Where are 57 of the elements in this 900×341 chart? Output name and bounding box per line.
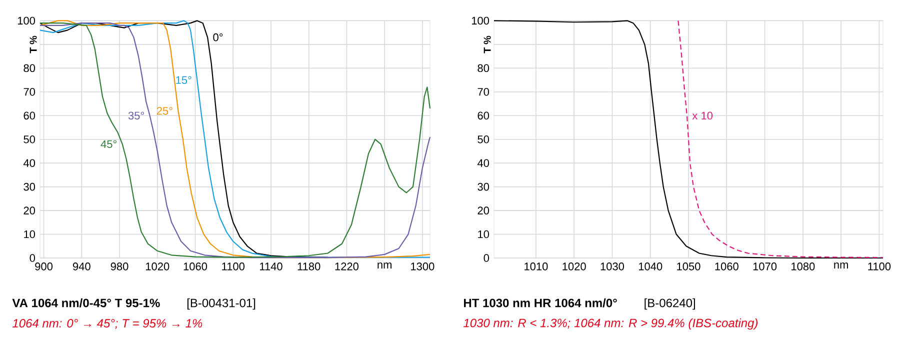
x-tick-label: 1080 (792, 262, 815, 270)
text: [B-06240] (644, 298, 695, 310)
x-tick-label: 1180 (298, 262, 320, 270)
series-label: x 10 (692, 112, 713, 120)
x-tick-label: 900 (35, 262, 53, 270)
y-tick-label: 20 (478, 206, 490, 214)
y-tick-label: 60 (478, 112, 490, 120)
x-tick-label: 1100 (868, 262, 891, 270)
x-tick-label: 1060 (184, 262, 208, 270)
y-tick-label: 70 (478, 88, 490, 96)
x-tick-label: nm (834, 262, 848, 268)
x-tick-label: 1020 (562, 262, 586, 270)
x-tick-label: 1030 (600, 262, 624, 270)
y-tick-label: 40 (23, 159, 36, 167)
x-tick-label: 1070 (753, 262, 777, 270)
x-tick-label: 1060 (715, 262, 738, 270)
y-tick-label: 0 (30, 254, 36, 262)
y-tick-label: 0 (484, 254, 490, 262)
y-tick-label: 100 (472, 16, 490, 25)
text: 1030 nm: R < 1.3%; 1064 nm: R > 99.4% (IBS-coating) (464, 318, 758, 330)
line-series (493, 20, 884, 259)
y-tick-label: 60 (24, 112, 36, 120)
line-series (678, 20, 884, 258)
text: VA 1064 nm/0-45° T 95-1% (12, 298, 160, 308)
text: [B-00431-01] (187, 298, 256, 310)
y-axis-title: T % (30, 36, 37, 54)
x-tick-label: 1220 (335, 262, 358, 270)
x-tick-label: 1010 (524, 262, 548, 270)
x-tick-label: 1140 (260, 262, 282, 270)
y-tick-label: 30 (24, 182, 36, 191)
series-label: 25° (156, 106, 172, 115)
y-tick-label: 80 (478, 64, 490, 72)
x-tick-label: 1300 (411, 262, 434, 270)
text: 1064 nm: 0° → 45°; T = 95% → 1% (12, 319, 202, 329)
x-tick-label: 1050 (677, 262, 700, 270)
y-tick-label: 50 (24, 135, 36, 144)
series-label: 0° (213, 33, 223, 42)
series-label: 35° (128, 112, 144, 120)
x-tick-label: 980 (110, 262, 128, 270)
y-tick-label: 40 (477, 159, 490, 167)
y-tick-label: 10 (24, 230, 36, 238)
x-tick-label: 1040 (638, 262, 662, 270)
x-tick-label: 1020 (146, 262, 170, 270)
series-label: 15° (176, 76, 192, 84)
y-tick-label: 50 (478, 135, 490, 144)
text: HT 1030 nm HR 1064 nm/0° (464, 298, 617, 308)
y-tick-label: 20 (24, 206, 36, 214)
series-label: 45° (100, 140, 116, 148)
y-axis-title: T % (484, 36, 491, 54)
x-tick-label: nm (378, 262, 392, 268)
x-tick-label: 940 (72, 262, 90, 270)
x-tick-label: 1100 (222, 262, 244, 270)
y-tick-label: 80 (24, 64, 36, 72)
y-tick-label: 100 (18, 16, 36, 25)
y-tick-label: 10 (478, 230, 490, 238)
y-tick-label: 30 (478, 182, 490, 191)
y-tick-label: 70 (24, 88, 36, 96)
